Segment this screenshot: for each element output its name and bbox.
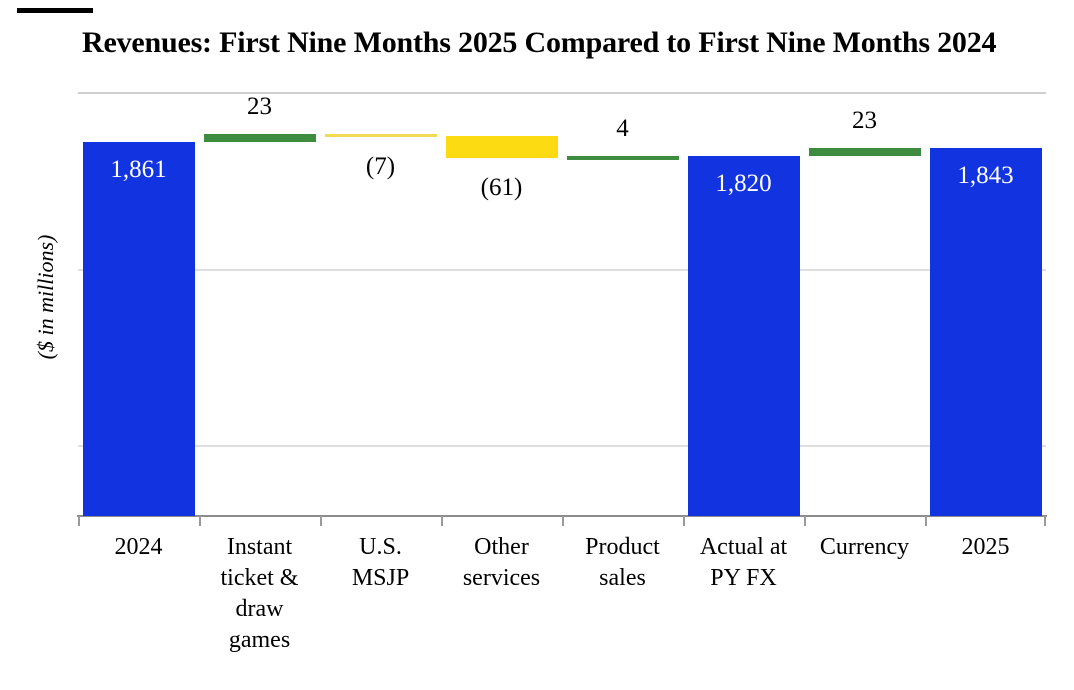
- bar-other-services: [445, 136, 558, 158]
- category-label-actual-at-py-fx: Actual at PY FX: [683, 532, 804, 594]
- axis-tick: [441, 516, 443, 526]
- category-label-product-sales: Product sales: [562, 532, 683, 594]
- gridline-1000: [78, 445, 1046, 447]
- bar-2024: [82, 141, 195, 516]
- category-label-line: U.S.: [359, 534, 402, 560]
- bar-2025: [929, 148, 1042, 516]
- category-label-line: 2025: [961, 534, 1010, 560]
- category-label-line: services: [462, 565, 541, 591]
- bar-instant-ticket-draw-games: [203, 133, 316, 142]
- category-label-line: Other: [474, 534, 529, 560]
- axis-tick: [925, 516, 927, 526]
- plot-area: 1,861 23 (7) (61) 4 1,820 23 1,843: [77, 92, 1047, 526]
- category-label-line: draw: [235, 596, 284, 622]
- category-label-instant-ticket-draw-games: Instant ticket & draw games: [199, 532, 320, 656]
- gridline-2000: [78, 92, 1046, 94]
- value-label-other-services: (61): [480, 173, 523, 201]
- axis-tick: [562, 516, 564, 526]
- category-label-line: ticket &: [220, 565, 299, 591]
- axis-tick: [683, 516, 685, 526]
- category-label-line: MSJP: [351, 565, 410, 591]
- axis-tick: [804, 516, 806, 526]
- value-label-currency: 23: [852, 107, 877, 135]
- category-label-u-s-msjp: U.S. MSJP: [320, 532, 441, 594]
- value-label-2025: 1,843: [957, 162, 1014, 190]
- axis-tick: [1044, 516, 1046, 526]
- gridline-1500: [78, 269, 1046, 271]
- axis-tick: [78, 516, 80, 526]
- category-label-currency: Currency: [804, 532, 925, 563]
- category-label-line: PY FX: [710, 565, 777, 591]
- y-axis-label: ($ in millions): [33, 234, 58, 360]
- chart-title: Revenues: First Nine Months 2025 Compare…: [82, 26, 997, 59]
- value-label-u-s-msjp: (7): [365, 153, 396, 181]
- value-label-instant-ticket-draw-games: 23: [247, 92, 272, 120]
- bar-actual-at-py-fx: [687, 156, 800, 516]
- top-left-dash: [17, 8, 93, 13]
- category-label-2025: 2025: [925, 532, 1046, 563]
- value-label-actual-at-py-fx: 1,820: [715, 170, 772, 198]
- category-label-line: Actual at: [699, 534, 788, 560]
- category-labels: 2024 Instant ticket & draw games U.S. MSJP Othe…: [78, 532, 1046, 672]
- value-label-product-sales: 4: [616, 115, 629, 143]
- category-label-line: sales: [599, 565, 646, 591]
- value-label-2024: 1,861: [110, 155, 167, 183]
- axis-tick: [199, 516, 201, 526]
- bar-currency: [808, 148, 921, 157]
- bar-product-sales: [566, 156, 679, 160]
- category-label-other-services: Other services: [441, 532, 562, 594]
- category-label-line: 2024: [114, 534, 163, 560]
- category-label-2024: 2024: [78, 532, 199, 563]
- category-label-line: Instant: [226, 534, 293, 560]
- bar-u-s-msjp: [324, 133, 437, 138]
- category-label-line: Currency: [819, 534, 910, 560]
- category-label-line: Product: [585, 534, 660, 560]
- category-label-line: games: [228, 627, 291, 653]
- axis-tick: [320, 516, 322, 526]
